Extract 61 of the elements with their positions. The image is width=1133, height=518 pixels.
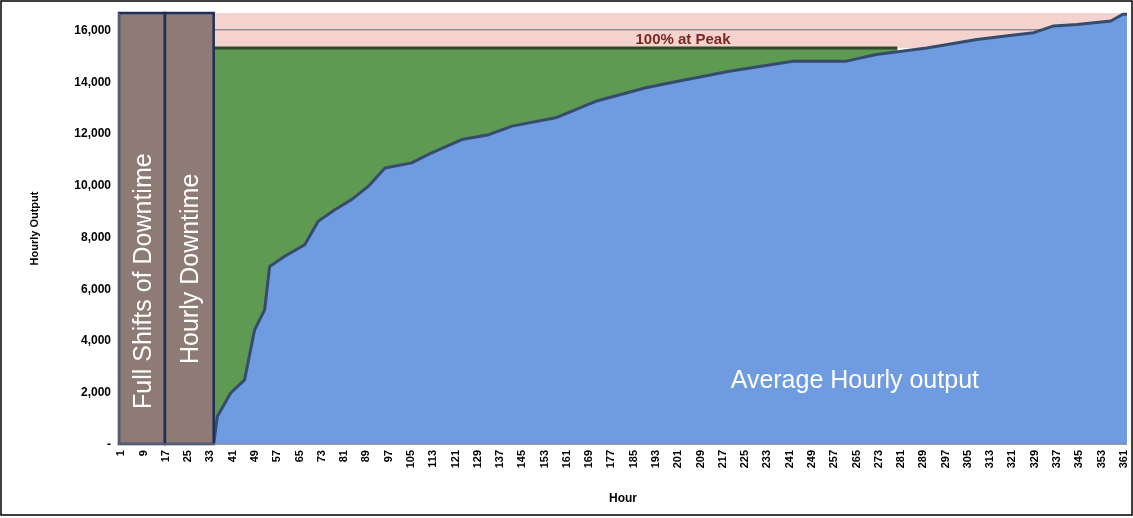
x-tick-label: 105: [403, 450, 416, 469]
x-tick-label: 337: [1049, 450, 1062, 469]
x-tick-label: 65: [292, 450, 305, 463]
x-tick-label: 121: [448, 450, 461, 469]
x-tick-label: 1: [114, 450, 127, 457]
x-tick-label: 57: [270, 450, 283, 463]
x-tick-label: 129: [470, 450, 483, 469]
x-tick-label: 273: [871, 450, 884, 469]
y-tick-label: 16,000: [74, 22, 112, 37]
x-tick-label: 193: [649, 450, 662, 469]
x-tick-label: 217: [715, 450, 728, 469]
x-tick-label: 161: [559, 450, 572, 469]
x-tick-label: 97: [381, 450, 394, 463]
y-tick-label: 4,000: [80, 333, 112, 348]
x-tick-label: 257: [827, 450, 840, 469]
x-tick-label: 41: [225, 450, 238, 463]
x-tick-label: 89: [359, 450, 372, 463]
x-tick-label: 153: [537, 450, 550, 469]
band-label: 100% at Peak: [635, 29, 732, 47]
x-tick-label: 329: [1027, 450, 1040, 469]
x-tick-label: 145: [515, 450, 528, 469]
x-tick-label: 281: [894, 450, 907, 469]
x-tick-label: 297: [938, 450, 951, 469]
x-tick-label: 25: [181, 450, 194, 463]
x-tick-label: 241: [782, 450, 795, 469]
x-tick-label: 73: [314, 450, 327, 463]
y-tick-label: 8,000: [80, 229, 112, 244]
y-tick-label: 12,000: [74, 126, 112, 141]
x-tick-label: 201: [671, 450, 684, 469]
y-tick-label: 2,000: [80, 385, 112, 400]
x-tick-label: 177: [604, 450, 617, 469]
y-tick-label: 6,000: [80, 281, 112, 296]
x-tick-label: 81: [337, 450, 350, 463]
y-tick-label: -: [107, 437, 111, 451]
y-tick-label: 14,000: [74, 74, 112, 89]
x-tick-label: 209: [693, 450, 706, 469]
x-tick-label: 49: [248, 450, 261, 463]
x-tick-label: 321: [1005, 450, 1018, 469]
x-tick-label: 345: [1072, 450, 1085, 469]
x-tick-label: 233: [760, 450, 773, 469]
x-tick-label: 225: [738, 450, 751, 469]
x-axis-title: Hour: [609, 491, 638, 505]
x-tick-label: 9: [136, 450, 149, 457]
x-tick-label: 305: [960, 450, 973, 469]
x-tick-label: 361: [1116, 450, 1129, 469]
x-tick-label: 313: [983, 450, 996, 469]
x-tick-label: 265: [849, 450, 862, 469]
band-label: Full Shifts of Downtime: [127, 153, 156, 409]
annotation: Average Hourly output: [730, 364, 980, 393]
x-tick-label: 33: [203, 450, 216, 463]
x-tick-label: 353: [1094, 450, 1107, 469]
x-tick-label: 169: [582, 450, 595, 469]
x-tick-label: 185: [626, 450, 639, 469]
band-label: Hourly Downtime: [175, 173, 204, 364]
x-tick-label: 249: [804, 450, 817, 469]
x-tick-label: 289: [916, 450, 929, 469]
x-tick-label: 113: [426, 450, 439, 468]
y-axis-title: Hourly Output: [28, 191, 40, 266]
y-tick-label: 10,000: [74, 178, 112, 193]
x-tick-label: 137: [493, 450, 506, 469]
x-tick-label: 17: [158, 450, 171, 463]
